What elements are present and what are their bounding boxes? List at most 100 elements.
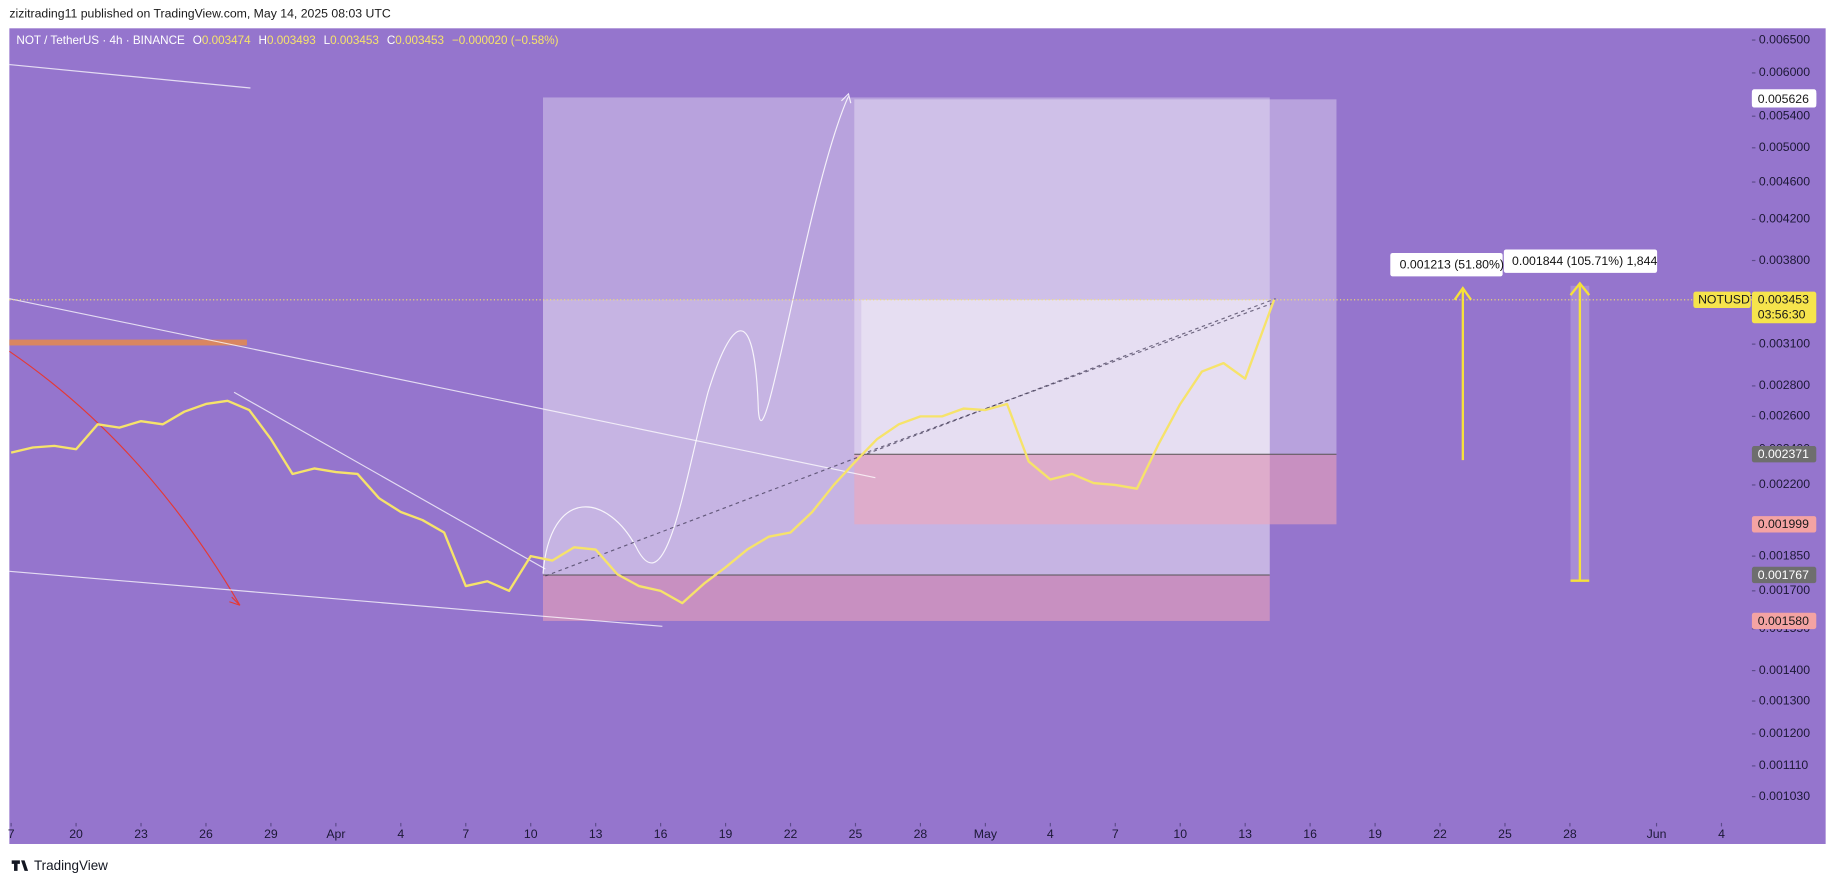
- x-tick-label: 13: [589, 827, 603, 841]
- brand: TradingView: [34, 858, 108, 873]
- x-tick-label: Jun: [1647, 827, 1667, 841]
- trendline: [9, 298, 876, 479]
- ohlc-value: 0.003453: [395, 34, 444, 47]
- ohlc-value: 0.003474: [202, 34, 251, 47]
- x-tick-label: 4: [1718, 827, 1725, 841]
- price-tag-label: 0.005626: [1758, 92, 1809, 106]
- stop-zone: [854, 454, 1337, 525]
- ohlc-value: 0.003493: [267, 34, 316, 47]
- ohlc-key: L: [324, 34, 331, 47]
- horizontal-zone: [9, 339, 247, 346]
- y-tick-label: 0.004200: [1759, 212, 1810, 226]
- x-tick-label: 25: [1498, 827, 1512, 841]
- stop-zone: [543, 574, 1270, 621]
- price-tag-label: 0.001580: [1758, 614, 1809, 628]
- y-tick-label: 0.001110: [1759, 758, 1809, 772]
- red-arrowhead: [229, 596, 241, 606]
- red-curve: [9, 350, 241, 606]
- dashed-connector: [861, 301, 1276, 455]
- price-tag: [1751, 446, 1817, 463]
- logo-mark: [11, 860, 29, 871]
- y-tick-label: 0.001300: [1759, 693, 1810, 707]
- footer-logo: TradingView: [11, 858, 108, 873]
- price-tag-label: 0.002371: [1758, 447, 1809, 461]
- x-tick-label: 7: [462, 827, 469, 841]
- price-tag: [1751, 612, 1817, 630]
- y-tick-label: 0.001850: [1759, 548, 1810, 562]
- countdown-label: 03:56:30: [1758, 307, 1806, 321]
- y-tick-label: 0.002600: [1759, 409, 1810, 423]
- price-line-series: [10, 299, 1276, 605]
- y-tick-label: 0.003800: [1759, 253, 1810, 267]
- ohlc-key: O: [193, 34, 202, 47]
- price-tag-label: 0.001767: [1758, 568, 1809, 582]
- ohlc-value: 0.003453: [330, 34, 379, 47]
- y-tick-label: 0.005000: [1759, 140, 1810, 154]
- x-tick-label: 10: [524, 827, 538, 841]
- measure-label: 0.001213 (51.80%): [1400, 258, 1504, 272]
- trendline: [9, 570, 663, 627]
- x-tick-label: 7: [8, 827, 15, 841]
- projection-arrowhead: [841, 92, 852, 104]
- x-tick-label: 7: [1112, 827, 1119, 841]
- y-tick-label: 0.005400: [1759, 108, 1810, 122]
- x-tick-label: 4: [397, 827, 404, 841]
- y-tick-label: 0.002200: [1759, 477, 1810, 491]
- x-tick-label: 10: [1173, 827, 1187, 841]
- trendline: [233, 391, 546, 570]
- x-tick-label: 13: [1238, 827, 1252, 841]
- y-tick-label: 0.001030: [1759, 789, 1810, 803]
- y-tick-label: 0.003100: [1759, 336, 1810, 350]
- measure-arrowhead: [1453, 286, 1473, 301]
- change: −0.000020 (−0.58%): [452, 34, 559, 47]
- measure-label: 0.001844 (105.71%) 1,844: [1512, 254, 1657, 268]
- projection-path: [542, 95, 849, 574]
- price-tag-label: 0.001999: [1758, 517, 1809, 531]
- symbol-tag: [1693, 291, 1751, 309]
- measure-label-box: [1503, 249, 1658, 273]
- x-tick-label: 4: [1047, 827, 1054, 841]
- target-zone: [854, 99, 1337, 455]
- position-tools: [543, 97, 1337, 621]
- current-price-tag: [1751, 291, 1817, 324]
- current-price-label: 0.003453: [1758, 293, 1809, 307]
- x-tick-label: May: [974, 827, 998, 841]
- x-tick-label: 28: [1563, 827, 1577, 841]
- x-tick-label: 16: [654, 827, 668, 841]
- price-tag: [1751, 516, 1817, 533]
- trendlines: 0.001213 (51.80%) 0.001844 (105.71%) 1,8…: [9, 64, 1658, 627]
- y-tick-label: 0.001200: [1759, 726, 1810, 740]
- x-tick-label: 19: [1368, 827, 1382, 841]
- symbol: NOT / TetherUS · 4h · BINANCE: [16, 34, 185, 47]
- y-tick-label: 0.006000: [1759, 65, 1810, 79]
- x-tick-label: 25: [849, 827, 863, 841]
- price-tag: [1751, 566, 1817, 584]
- x-tick-label: 28: [914, 827, 928, 841]
- ohlc-key: C: [387, 34, 395, 47]
- measure-arrowhead: [1569, 281, 1591, 296]
- y-tick-label: 0.004600: [1759, 174, 1810, 188]
- x-tick-label: 29: [264, 827, 278, 841]
- y-tick-label: 0.002800: [1759, 378, 1810, 392]
- trendline: [9, 64, 251, 89]
- y-tick-label: 0.001400: [1759, 663, 1810, 677]
- ohlc-key: H: [259, 34, 267, 47]
- filled-zone: [861, 299, 1270, 455]
- x-tick-label: 22: [1433, 827, 1447, 841]
- filled-zone: [543, 299, 1270, 575]
- publisher-line: zizitrading11 published on TradingView.c…: [9, 7, 391, 21]
- x-tick-label: 16: [1303, 827, 1317, 841]
- drawings: [9, 339, 247, 606]
- price-tag: [1751, 91, 1817, 108]
- y-tick-label: 0.006500: [1759, 32, 1810, 46]
- symbol-tag-label: NOTUSDT: [1698, 293, 1758, 307]
- x-tick-label: 23: [134, 827, 148, 841]
- x-tick-label: 22: [784, 827, 798, 841]
- measure-label-box: [1390, 252, 1503, 277]
- x-tick-label: Apr: [326, 827, 345, 841]
- x-tick-label: 20: [69, 827, 83, 841]
- y-tick-label: 0.001700: [1759, 583, 1810, 597]
- x-tick-label: 26: [199, 827, 213, 841]
